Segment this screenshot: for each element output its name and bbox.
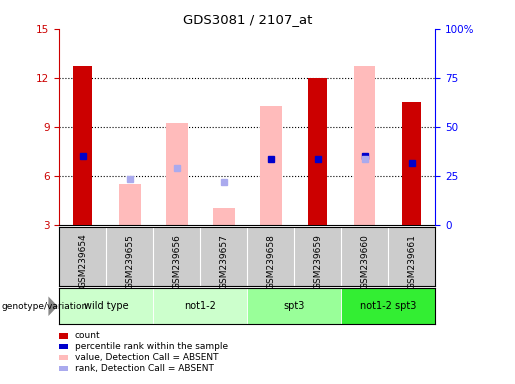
Bar (354, 66, 375, 225)
Text: count: count (75, 331, 100, 341)
Text: genotype/variation: genotype/variation (2, 302, 88, 311)
Text: GSM239658: GSM239658 (266, 234, 275, 289)
Text: GSM239657: GSM239657 (219, 234, 228, 289)
Bar (260, 106, 282, 225)
Bar (73, 66, 92, 225)
Text: percentile rank within the sample: percentile rank within the sample (75, 342, 228, 351)
Text: GSM239660: GSM239660 (360, 234, 369, 289)
Bar (59, 288, 153, 324)
Bar (308, 78, 327, 225)
Bar (213, 209, 234, 225)
Bar (166, 124, 187, 225)
Bar (119, 184, 141, 225)
Text: GSM239659: GSM239659 (313, 234, 322, 289)
Text: rank, Detection Call = ABSENT: rank, Detection Call = ABSENT (75, 364, 214, 373)
Bar (247, 288, 341, 324)
Text: not1-2 spt3: not1-2 spt3 (360, 301, 416, 311)
Text: GSM239661: GSM239661 (407, 234, 416, 289)
Text: wild type: wild type (84, 301, 129, 311)
Text: spt3: spt3 (283, 301, 305, 311)
Text: value, Detection Call = ABSENT: value, Detection Call = ABSENT (75, 353, 218, 362)
Text: not1-2: not1-2 (184, 301, 216, 311)
Title: GDS3081 / 2107_at: GDS3081 / 2107_at (182, 13, 312, 26)
Text: GSM239656: GSM239656 (172, 234, 181, 289)
Text: GSM239655: GSM239655 (125, 234, 134, 289)
Bar (341, 288, 435, 324)
Polygon shape (48, 296, 58, 316)
Bar (402, 102, 421, 225)
Bar (153, 288, 247, 324)
Text: GSM239654: GSM239654 (78, 234, 87, 288)
